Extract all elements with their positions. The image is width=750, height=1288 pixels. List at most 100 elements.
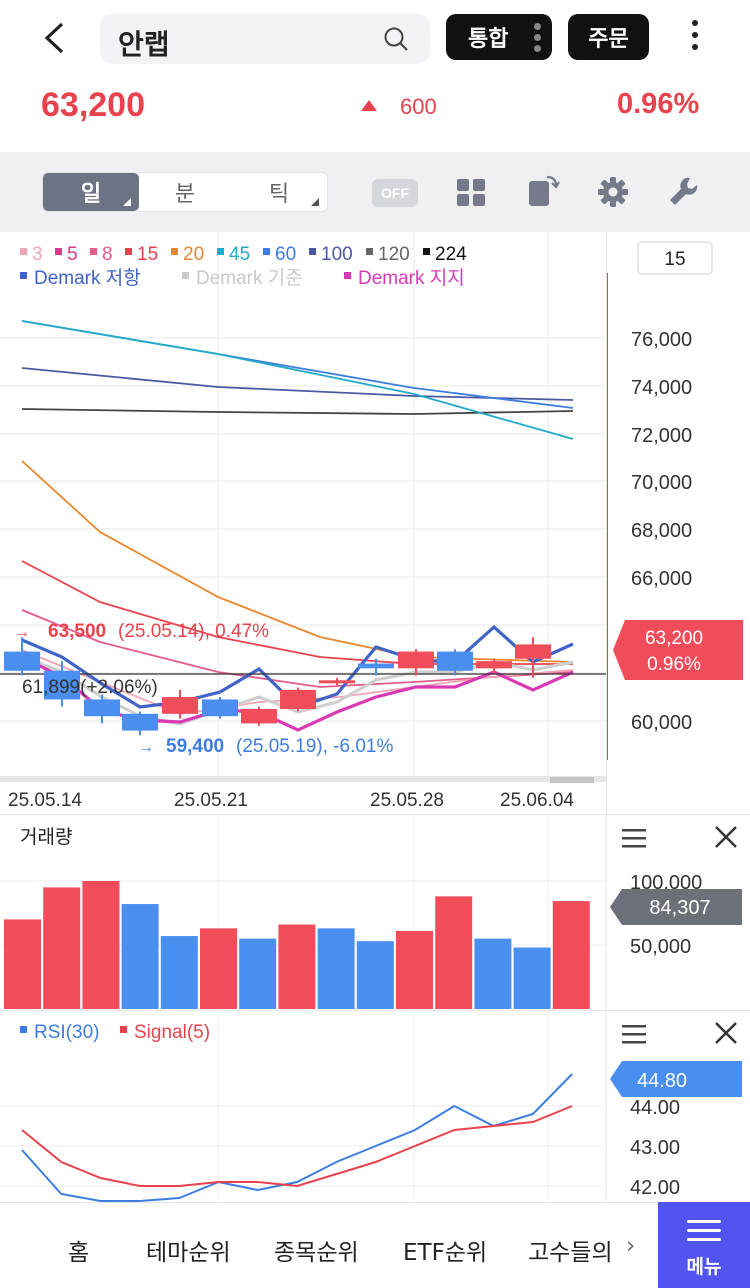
legend-item-ma[interactable]: 60 (275, 244, 296, 265)
chart-legend[interactable]: 3 5 8 15 20 45 60 100 120 224 Demark 저항 Demark 기준 De… (20, 244, 467, 289)
volume-bar (4, 919, 41, 1009)
chevron-left-icon (44, 22, 64, 54)
legend-item-demark[interactable]: Demark 기준 (196, 267, 303, 289)
low-marker-detail: (25.05.19), -6.01% (236, 736, 393, 757)
price-chart-svg: 3 5 8 15 20 45 60 100 120 224 Demark 저항 Demark 기준 De… (0, 232, 606, 811)
volume-bar (200, 928, 237, 1009)
off-toggle[interactable]: OFF (372, 179, 418, 207)
volume-bar (396, 930, 433, 1009)
volume-bar (356, 941, 394, 1009)
legend-swatch (20, 272, 27, 279)
legend-item-demark[interactable]: Demark 지지 (358, 267, 465, 289)
period-input-box[interactable] (637, 241, 713, 275)
candle-body (398, 651, 434, 669)
tab-minute[interactable]: 분 (139, 173, 231, 211)
signal-legend-label: Signal(5) (134, 1022, 210, 1043)
gear-icon[interactable] (596, 174, 630, 210)
rsi-legend-label: RSI(30) (34, 1022, 99, 1043)
menu-label: 메뉴 (686, 1256, 722, 1278)
nav-experts[interactable]: 고수들의 (528, 1240, 613, 1266)
svg-text:→: → (138, 739, 154, 756)
current-price-badge (613, 620, 743, 680)
wrench-icon[interactable] (666, 174, 700, 210)
legend-item-ma[interactable]: 15 (137, 244, 158, 265)
integrated-button[interactable]: 통합 (446, 14, 552, 60)
svg-text:→: → (14, 624, 30, 641)
rsi-series-line (21, 1073, 573, 1202)
integrated-label: 통합 (468, 27, 509, 52)
legend-item-ma[interactable]: 224 (435, 244, 467, 265)
search-icon[interactable] (383, 26, 409, 52)
more-menu-icon[interactable] (680, 16, 710, 58)
rotate-screen-icon[interactable] (526, 174, 560, 210)
change-rate: 0.96% (617, 88, 700, 120)
legend-swatch (171, 248, 178, 255)
panel-menu-icon[interactable] (622, 1025, 646, 1044)
hamburger-icon (687, 1220, 721, 1247)
y-tick-label: 43.00 (630, 1137, 680, 1159)
volume-chart-svg: 거래량 100,000 50,000 84,307 (0, 815, 742, 1011)
chevron-right-icon[interactable]: › (626, 1233, 636, 1259)
tab-day[interactable]: 일 (43, 173, 139, 211)
volume-bar (474, 938, 512, 1009)
nav-stock-rank[interactable]: 종목순위 (274, 1240, 359, 1266)
panel-menu-icon[interactable] (622, 829, 646, 848)
legend-swatch (263, 248, 270, 255)
menu-button[interactable]: 메뉴 (658, 1202, 750, 1288)
x-tick-label: 25.06.04 (500, 790, 574, 811)
order-button[interactable]: 주문 (568, 14, 649, 60)
candle-body (358, 663, 394, 669)
y-tick-label: 76,000 (631, 329, 692, 351)
y-tick-label: 72,000 (631, 425, 692, 447)
candles-group (4, 637, 551, 736)
legend-item-ma[interactable]: 8 (102, 244, 113, 265)
legend-item-ma[interactable]: 5 (67, 244, 78, 265)
nav-home[interactable]: 홈 (68, 1240, 90, 1266)
tab-tick[interactable]: 틱 (231, 173, 327, 211)
badge-rate: 0.96% (647, 654, 701, 675)
x-tick-label: 25.05.14 (8, 790, 82, 811)
rsi-lines (21, 1073, 573, 1202)
badge-price: 63,200 (645, 628, 703, 649)
candle-body (241, 709, 277, 724)
volume-bar (160, 936, 198, 1009)
y-tick-label: 44.00 (630, 1097, 680, 1119)
candle-body (44, 670, 80, 700)
nav-etf-rank[interactable]: ETF순위 (403, 1240, 488, 1266)
nav-theme-rank[interactable]: 테마순위 (146, 1240, 231, 1266)
y-tick-label: 70,000 (631, 472, 692, 494)
volume-current-badge (610, 889, 742, 925)
stock-search-field[interactable]: 안랩 (100, 14, 430, 64)
x-tick-label: 25.05.28 (370, 790, 444, 811)
rsi-panel: RSI(30) Signal(5) 44.00 43.00 42.00 44.8… (0, 1010, 750, 1203)
period-selector: 일 분 틱 (42, 172, 328, 212)
volume-bar (552, 901, 590, 1009)
back-button[interactable] (30, 14, 78, 62)
y-tick-label: 50,000 (630, 936, 691, 958)
volume-bar (317, 928, 355, 1009)
candle-body (319, 680, 355, 684)
legend-item-ma[interactable]: 100 (321, 244, 353, 265)
legend-item-demark[interactable]: Demark 저항 (34, 267, 141, 289)
layout-grid-icon[interactable] (454, 174, 488, 210)
x-tick-label: 25.05.21 (174, 790, 248, 811)
legend-item-ma[interactable]: 20 (183, 244, 204, 265)
legend-swatch (182, 272, 189, 279)
price-axis-svg: 15 76,000 74,000 72,000 70,000 68,000 66… (606, 241, 743, 760)
price-chart[interactable]: 3 5 8 15 20 45 60 100 120 224 Demark 저항 Demark 기준 De… (0, 232, 606, 814)
legend-item-ma[interactable]: 120 (378, 244, 410, 265)
legend-swatch (125, 248, 132, 255)
rsi-series-line (21, 1105, 573, 1188)
search-value: 안랩 (118, 28, 170, 61)
candle-body (202, 699, 238, 717)
volume-current-value: 84,307 (649, 897, 710, 919)
volume-bar (82, 881, 120, 1009)
legend-item-ma[interactable]: 45 (229, 244, 250, 265)
y-tick-label: 42.00 (630, 1177, 680, 1199)
low-marker-value: 59,400 (166, 736, 224, 757)
legend-item-ma[interactable]: 3 (32, 244, 43, 265)
close-icon[interactable] (715, 826, 737, 848)
close-icon[interactable] (715, 1022, 737, 1044)
tab-day-label: 일 (80, 182, 102, 207)
volume-bar (278, 924, 316, 1009)
